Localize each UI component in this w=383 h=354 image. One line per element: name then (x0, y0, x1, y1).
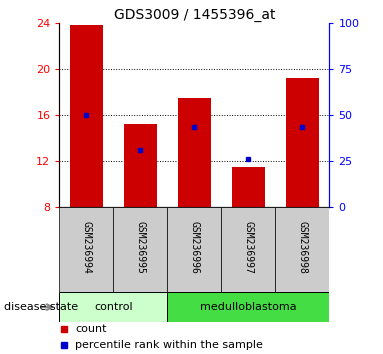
Bar (113, 207, 167, 292)
Bar (221, 207, 275, 292)
Text: GSM236996: GSM236996 (189, 222, 200, 274)
Bar (167, 292, 329, 322)
Text: GSM236997: GSM236997 (243, 222, 254, 274)
Text: medulloblastoma: medulloblastoma (200, 302, 297, 312)
Bar (275, 207, 329, 292)
Bar (232, 167, 265, 207)
Bar (124, 124, 157, 207)
Text: GSM236994: GSM236994 (81, 222, 92, 274)
Text: percentile rank within the sample: percentile rank within the sample (75, 340, 263, 350)
Bar (167, 207, 221, 292)
Bar (59, 292, 167, 322)
Text: GSM236998: GSM236998 (297, 222, 308, 274)
Bar (59, 207, 113, 292)
Title: GDS3009 / 1455396_at: GDS3009 / 1455396_at (114, 8, 275, 22)
Text: control: control (94, 302, 133, 312)
Text: disease state: disease state (4, 302, 78, 312)
Bar (286, 78, 319, 207)
Bar (70, 25, 103, 207)
Text: count: count (75, 324, 107, 334)
Text: GSM236995: GSM236995 (135, 222, 146, 274)
Bar (178, 98, 211, 207)
